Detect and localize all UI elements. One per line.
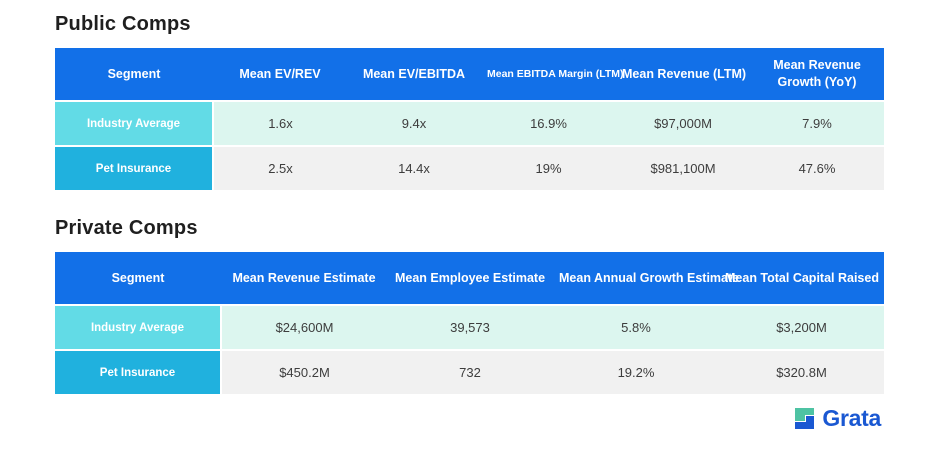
row-label: Industry Average xyxy=(55,304,222,350)
private-comps-section: Private Comps Segment Mean Revenue Estim… xyxy=(55,217,884,394)
cell: 14.4x xyxy=(347,145,481,190)
cell: 7.9% xyxy=(750,100,884,146)
cell: 16.9% xyxy=(481,100,616,146)
cell: 732 xyxy=(387,349,553,394)
column-header-annual-growth-estimate: Mean Annual Growth Estimate xyxy=(553,252,739,305)
cell: 5.8% xyxy=(553,304,719,350)
column-header-ev-ebitda: Mean EV/EBITDA xyxy=(347,48,481,101)
cell: 9.4x xyxy=(347,100,481,146)
column-header-revenue-growth: Mean Revenue Growth (YoY) xyxy=(750,48,884,101)
cell: $97,000M xyxy=(616,100,750,146)
public-comps-title: Public Comps xyxy=(55,13,191,35)
private-comps-title: Private Comps xyxy=(55,217,198,239)
cell: 1.6x xyxy=(213,100,347,146)
cell: 39,573 xyxy=(387,304,553,350)
private-comps-table: Segment Mean Revenue Estimate Mean Emplo… xyxy=(55,252,884,394)
private-header-row: Segment Mean Revenue Estimate Mean Emplo… xyxy=(55,252,884,305)
grata-logo: Grata xyxy=(793,406,881,431)
public-comps-section: Public Comps Segment Mean EV/REV Mean EV… xyxy=(55,13,884,190)
row-label: Industry Average xyxy=(55,100,214,146)
column-header-segment: Segment xyxy=(55,252,221,305)
column-header-revenue-estimate: Mean Revenue Estimate xyxy=(221,252,387,305)
cell: $24,600M xyxy=(221,304,387,350)
column-header-total-capital-raised: Mean Total Capital Raised xyxy=(719,252,884,305)
cell: 19% xyxy=(481,145,616,190)
column-header-segment: Segment xyxy=(55,48,213,101)
column-header-ebitda-margin: Mean EBITDA Margin (LTM) xyxy=(481,48,624,101)
cell: $450.2M xyxy=(221,349,387,394)
grata-logo-icon xyxy=(795,408,815,429)
cell: $3,200M xyxy=(719,304,884,350)
cell: 2.5x xyxy=(213,145,347,190)
cell: $320.8M xyxy=(719,349,884,394)
row-label: Pet Insurance xyxy=(55,349,222,394)
cell: 19.2% xyxy=(553,349,719,394)
grata-logo-text: Grata xyxy=(822,405,881,431)
column-header-ev-rev: Mean EV/REV xyxy=(213,48,347,101)
cell: $981,100M xyxy=(616,145,750,190)
table-row-industry-average: Industry Average 1.6x 9.4x 16.9% $97,000… xyxy=(55,100,884,146)
table-row-industry-average: Industry Average $24,600M 39,573 5.8% $3… xyxy=(55,304,884,350)
public-comps-table: Segment Mean EV/REV Mean EV/EBITDA Mean … xyxy=(55,48,884,190)
table-row-pet-insurance: Pet Insurance $450.2M 732 19.2% $320.8M xyxy=(55,349,884,394)
column-header-employee-estimate: Mean Employee Estimate xyxy=(387,252,553,305)
column-header-revenue-ltm: Mean Revenue (LTM) xyxy=(616,48,750,101)
public-header-row: Segment Mean EV/REV Mean EV/EBITDA Mean … xyxy=(55,48,884,101)
table-row-pet-insurance: Pet Insurance 2.5x 14.4x 19% $981,100M 4… xyxy=(55,145,884,190)
cell: 47.6% xyxy=(750,145,884,190)
row-label: Pet Insurance xyxy=(55,145,214,190)
